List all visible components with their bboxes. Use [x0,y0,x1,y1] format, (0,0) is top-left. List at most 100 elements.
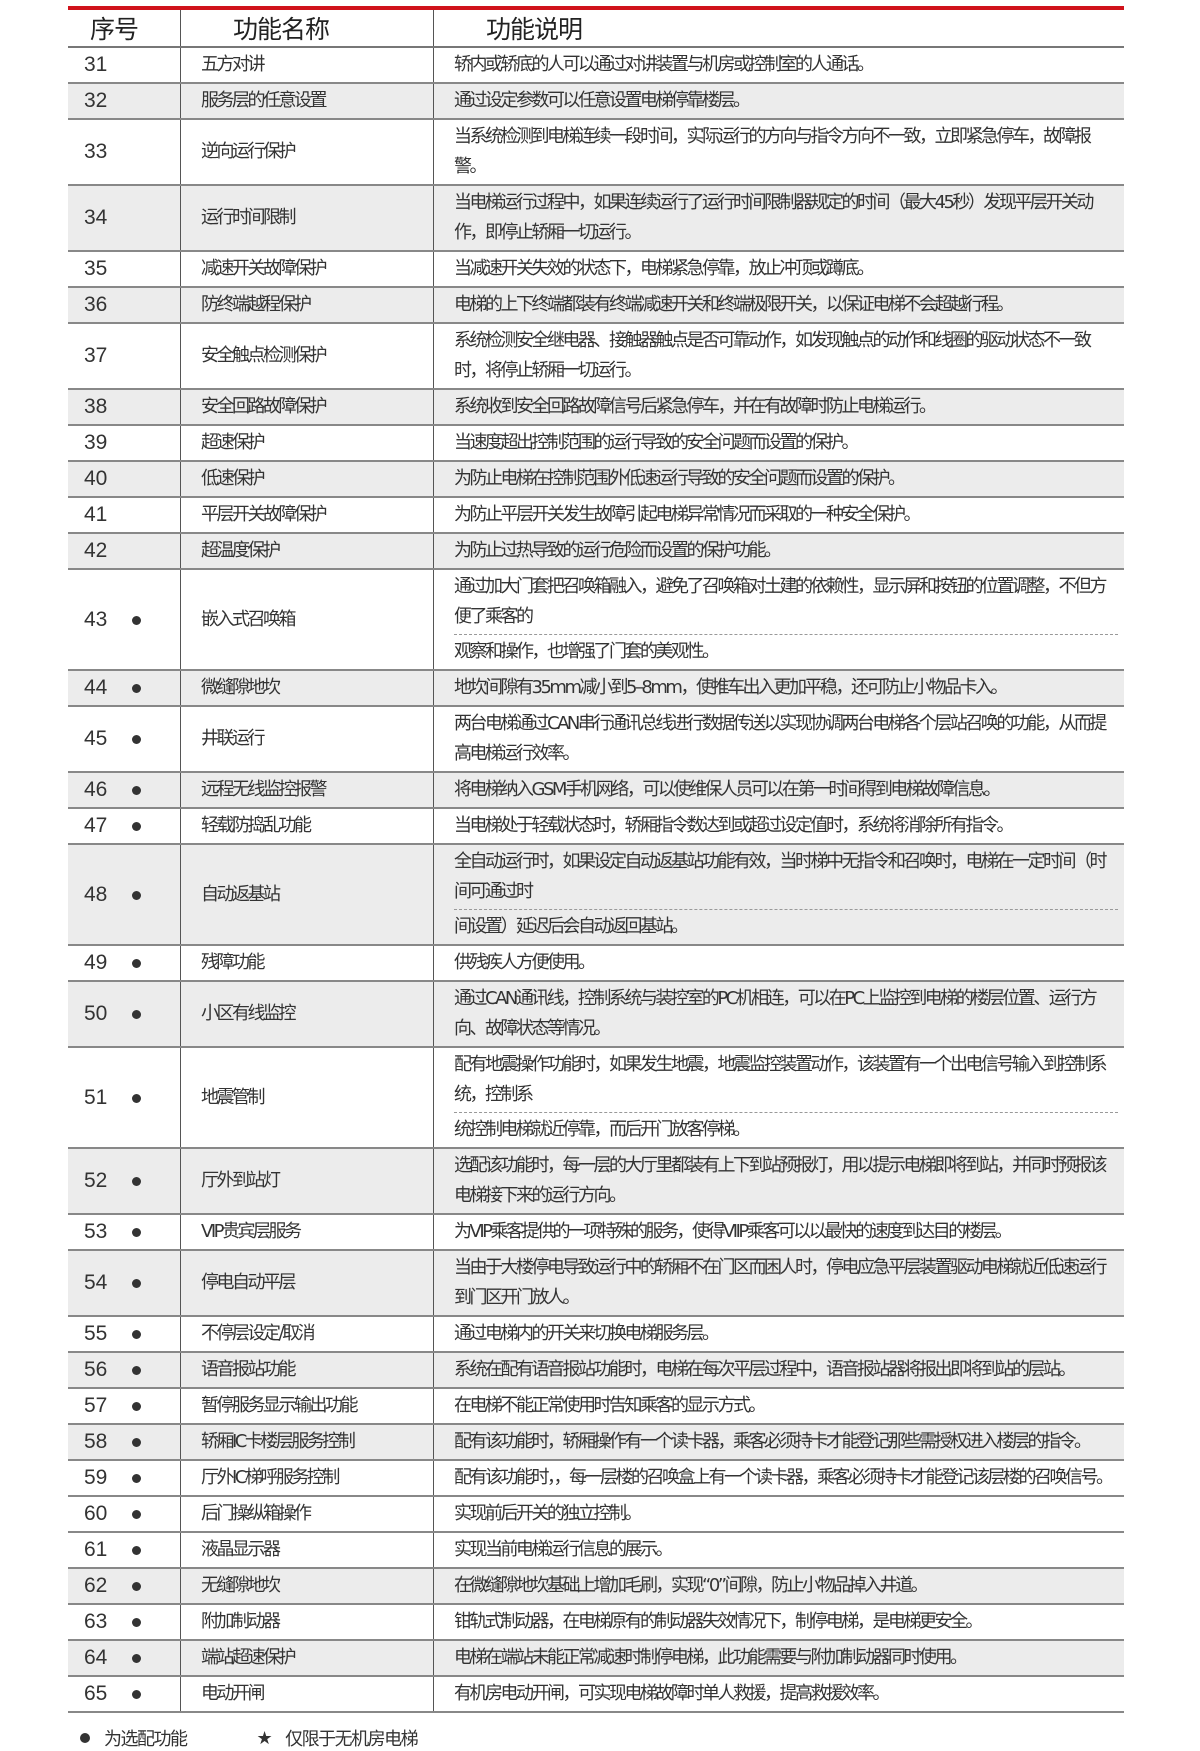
star-icon: ★ [256,1727,273,1749]
table-row: 43 嵌入式召唤箱 通过加大门套把召唤箱融入，避免了召唤箱对土建的依赖性，显示屏和按… [68,569,1124,671]
feature-description: 为防止电梯在控制范围外低速运行导致的安全问题而设置的保护。 [433,461,1124,498]
feature-name: 井联运行 [180,706,434,773]
row-number-cell: 40 [68,461,181,498]
row-number-cell: 36 [68,287,181,324]
row-number: 50 [84,1002,108,1025]
feature-description: 当减速开关失效的状态下，电梯紧急停靠，放止冲顶或蹲底。 [433,251,1124,288]
feature-description: 将电梯纳入GSM手机网络，可以使维保人员可以在第一时间得到电梯故障信息。 [433,772,1124,809]
row-number-cell: 35 [68,251,181,288]
optional-dot-icon [132,1093,141,1103]
feature-description: 通过加大门套把召唤箱融入，避免了召唤箱对土建的依赖性，显示屏和按钮的位置调整，不… [433,569,1124,671]
row-number-cell: 44 [68,670,181,707]
desc-line: 供残疾人方便使用。 [454,952,596,973]
desc-line: 配有该功能时，，每一层楼的召唤盒上有一个读卡器，乘客必须持卡才能登记该层楼的召唤… [454,1467,1114,1488]
feature-name: 附加制动器 [180,1604,434,1641]
desc-line: 当电梯运行过程中，如果连续运行了运行时间限制器规定的时间（最大45秒）发现平层开… [454,192,1094,243]
row-number: 64 [84,1646,108,1669]
row-number-cell: 43 [68,569,181,671]
feature-description: 通过CAN通讯线，控制系统与装控室的PC机相连，可以在PC上监控到电梯的楼层位置… [433,981,1124,1048]
feature-name: 厅外IC梯呼服务控制 [180,1460,434,1497]
desc-line: 当速度超出控制范围的运行导致的安全问题而设置的保护。 [454,432,860,453]
desc-line: 两台电梯通过CAN串行通讯总线进行数据传送以实现协调两台电梯各个层站召唤的功能，… [454,713,1107,764]
row-number: 44 [84,676,108,699]
row-number: 48 [84,882,108,906]
row-number-cell: 34 [68,185,181,252]
feature-name: 轿厢IC卡楼层服务控制 [180,1424,434,1461]
row-number: 34 [84,206,108,229]
desc-line: 为防止电梯在控制范围外低速运行导致的安全问题而设置的保护。 [454,468,906,489]
table-row: 46 远程无线监控报警 将电梯纳入GSM手机网络，可以使维保人员可以在第一时间得到电… [68,772,1124,809]
table-row: 53 VIP贵宾层服务 为VIP乘客提供的一项特殊的服务，使得VIIP乘客可以以最快… [68,1214,1124,1251]
header-no: 序号 [68,10,181,48]
row-number: 41 [84,503,108,526]
feature-name: 运行时间限制 [180,185,434,252]
table-row: 41 平层开关故障保护 为防止平层开关发生故障引起电梯异常情况而采取的一种安全保护。 [68,497,1124,534]
table-row: 56 语音报站功能 系统在配有语音报站功能时，电梯在每次平层过程中，语音报站器将报出… [68,1352,1124,1389]
optional-dot-icon [132,1690,141,1699]
optional-dot-icon [132,1010,141,1019]
feature-table: 序号 功能名称 功能说明 31 五方对讲 轿内或轿底的人可以通过对讲装置与机房或控制… [68,10,1124,1713]
row-number: 47 [84,814,108,837]
table-row: 52 厅外到站灯 选配该功能时，每一层的大厅里都装有上下到站预报灯，用以提示电梯即将… [68,1148,1124,1215]
row-number-cell: 50 [68,981,181,1048]
desc-line: 系统检测安全继电器、接触器触点是否可靠动作，如发现触点的动作和线圈的驱动状态不一… [454,330,1092,381]
row-number: 35 [84,257,108,280]
feature-description: 地坎间隙有35mm减小到5–8mm，使推车出入更加平稳，还可防止小物品卡入。 [433,670,1124,707]
feature-name: 安全触点检测保护 [180,323,434,390]
feature-description: 两台电梯通过CAN串行通讯总线进行数据传送以实现协调两台电梯各个层站召唤的功能，… [433,706,1124,773]
feature-description: 通过电梯内的开关来切换电梯服务层。 [433,1316,1124,1353]
table-row: 34 运行时间限制 当电梯运行过程中，如果连续运行了运行时间限制器规定的时间（最大4… [68,185,1124,252]
feature-name: 微缝隙地坎 [180,670,434,707]
optional-dot-icon [132,735,141,744]
feature-description: 电梯的上下终端都装有终端减速开关和终端极限开关，以保证电梯不会超越行程。 [433,287,1124,324]
feature-description: 实现前后开关的独立控制。 [433,1496,1124,1533]
feature-description: 为防止过热导致的运行危险而设置的保护功能。 [433,533,1124,570]
desc-line: 实现当前电梯运行信息的展示。 [454,1539,674,1560]
row-number: 49 [84,951,108,974]
desc-line: 实现前后开关的独立控制。 [454,1503,643,1524]
feature-name: 不停层设定/取消 [180,1316,434,1353]
row-number: 36 [84,293,108,316]
row-number: 52 [84,1169,108,1192]
table-row: 36 防终端越程保护 电梯的上下终端都装有终端减速开关和终端极限开关，以保证电梯不会… [68,287,1124,324]
row-number-cell: 65 [68,1676,181,1713]
row-number: 61 [84,1538,108,1561]
row-number: 65 [84,1682,108,1705]
row-number-cell: 49 [68,945,181,982]
feature-name: 平层开关故障保护 [180,497,434,534]
feature-name: 自动返基站 [180,844,434,946]
feature-description: 全自动运行时，如果设定自动返基站功能有效，当时梯中无指令和召唤时，电梯在一定时间… [433,844,1124,946]
desc-line: 有机房电动开闸，可实现电梯故障时单人救援，提高救援效率。 [454,1683,891,1704]
table-row: 49 残障功能 供残疾人方便使用。 [68,945,1124,982]
desc-line: 选配该功能时，每一层的大厅里都装有上下到站预报灯，用以提示电梯即将到站，并同时预… [454,1155,1108,1206]
desc-line: 为防止过热导致的运行危险而设置的保护功能。 [454,540,782,561]
feature-description: 在微缝隙地坎基础上增加毛刷，实现“0”间隙，防止小物品掉入井道。 [433,1568,1124,1605]
header-rule [68,6,1124,10]
desc-line: 全自动运行时，如果设定自动返基站功能有效，当时梯中无指令和召唤时，电梯在一定时间… [454,851,1108,902]
feature-description: 当电梯处于轻载状态时，轿厢指令数达到或超过设定值时，系统将消除所有指令。 [433,808,1124,845]
table-row: 37 安全触点检测保护 系统检测安全继电器、接触器触点是否可靠动作，如发现触点的动作… [68,323,1124,390]
row-number: 42 [84,539,108,562]
optional-dot-icon [132,1546,141,1555]
page: 序号 功能名称 功能说明 31 五方对讲 轿内或轿底的人可以通过对讲装置与机房或控制… [68,0,1124,1751]
optional-dot-icon [132,1618,141,1627]
optional-dot-icon [132,1438,141,1447]
feature-description: 轿内或轿底的人可以通过对讲装置与机房或控制室的人通话。 [433,47,1124,84]
feature-name: 远程无线监控报警 [180,772,434,809]
feature-description: 当由于大楼停电导致运行中的轿厢不在门区而困人时，停电应急平层装置驱动电梯就近低速… [433,1250,1124,1317]
feature-description: 当系统检测到电梯连续一段时间，实际运行的方向与指令方向不一致，立即紧急停车，故障… [433,119,1124,186]
row-number: 63 [84,1610,108,1633]
optional-dot-icon [132,1279,141,1288]
table-row: 64 端站超速保护 电梯在端站未能正常减速时制停电梯，此功能需要与附加制动器同时使用… [68,1640,1124,1677]
table-row: 50 小区有线监控 通过CAN通讯线，控制系统与装控室的PC机相连，可以在PC上监控… [68,981,1124,1048]
legend: 为选配功能 ★ 仅限于无机房电梯 [80,1725,1124,1751]
table-row: 38 安全回路故障保护 系统收到安全回路故障信号后紧急停车，并在有故障时防止电梯运行… [68,389,1124,426]
desc-line: 系统在配有语音报站功能时，电梯在每次平层过程中，语音报站器将报出即将到站的层站。 [454,1359,1077,1380]
desc-line: 通过CAN通讯线，控制系统与装控室的PC机相连，可以在PC上监控到电梯的楼层位置… [454,988,1098,1039]
feature-description: 配有该功能时，，每一层楼的召唤盒上有一个读卡器，乘客必须持卡才能登记该层楼的召唤… [433,1460,1124,1497]
desc-line: 地坎间隙有35mm减小到5–8mm，使推车出入更加平稳，还可防止小物品卡入。 [454,677,1008,698]
table-row: 40 低速保护 为防止电梯在控制范围外低速运行导致的安全问题而设置的保护。 [68,461,1124,498]
table-row: 61 液晶显示器 实现当前电梯运行信息的展示。 [68,1532,1124,1569]
table-row: 33 逆向运行保护 当系统检测到电梯连续一段时间，实际运行的方向与指令方向不一致，立… [68,119,1124,186]
optional-dot-icon [132,684,141,693]
